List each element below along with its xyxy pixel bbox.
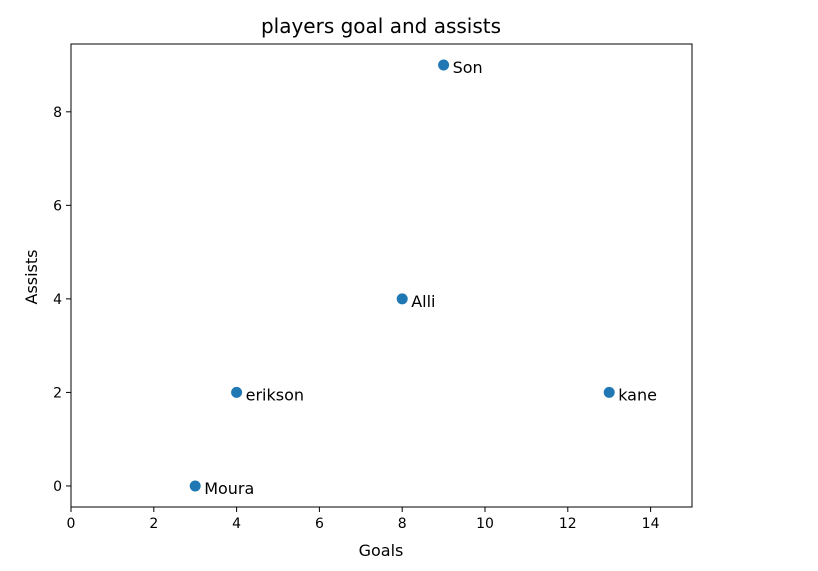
- plot-frame: [70, 43, 693, 508]
- data-point: [396, 293, 408, 305]
- y-tick-label: 2: [53, 385, 62, 401]
- data-point: [189, 480, 201, 492]
- chart-title: players goal and assists: [261, 14, 501, 38]
- x-tick-label: 12: [559, 516, 577, 532]
- y-axis-label: Assists: [22, 249, 41, 304]
- data-point: [603, 386, 615, 398]
- data-point-label: Son: [453, 58, 483, 77]
- x-axis-label: Goals: [359, 541, 404, 560]
- data-point-label: erikson: [246, 385, 304, 404]
- y-tick-label: 4: [53, 292, 62, 308]
- x-tick-label: 4: [232, 516, 241, 532]
- x-tick-label: 0: [67, 516, 76, 532]
- x-tick-label: 8: [398, 516, 407, 532]
- y-tick-label: 6: [53, 198, 62, 214]
- plot-area: 0 2 4 6 8 10 12 14 0 2 4 6 8 Moura erikson Alli Son kane: [53, 43, 693, 532]
- y-tick-label: 0: [53, 479, 62, 495]
- data-point: [438, 59, 450, 71]
- x-tick-label: 10: [476, 516, 494, 532]
- x-tick-label: 6: [315, 516, 324, 532]
- y-tick-label: 8: [53, 105, 62, 121]
- data-point-label: Alli: [411, 292, 435, 311]
- x-tick-label: 2: [149, 516, 158, 532]
- data-point-label: kane: [618, 385, 657, 404]
- data-point-label: Moura: [204, 479, 254, 498]
- x-tick-label: 14: [642, 516, 660, 532]
- data-point: [231, 386, 243, 398]
